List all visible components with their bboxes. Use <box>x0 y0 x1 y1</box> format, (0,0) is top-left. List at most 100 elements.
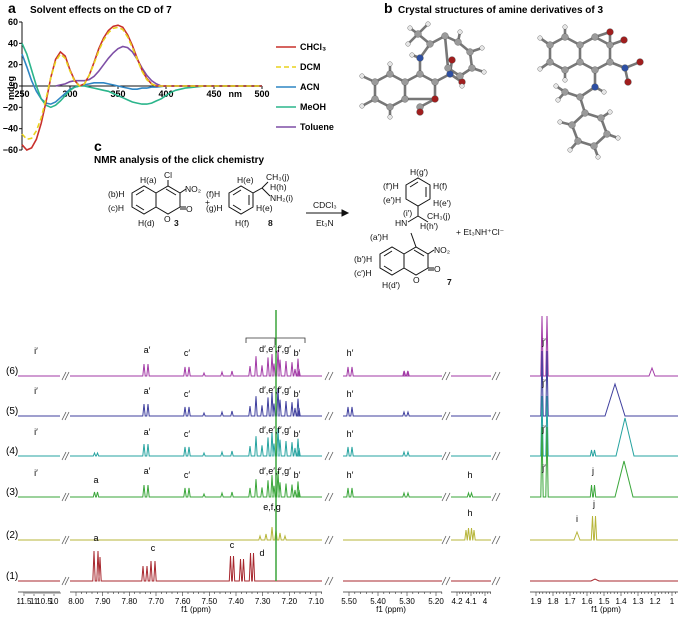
nmr-peak-label: c <box>151 543 156 553</box>
nmr-peak-label: d′,e′,f′,g′ <box>259 385 291 395</box>
nmr-axis-tick-label: 7.50 <box>202 597 218 606</box>
nmr-spectrum-6 <box>18 550 678 582</box>
nmr-spectrum-4 <box>18 426 678 498</box>
crystal-atom <box>416 108 424 116</box>
nmr-peak-label: i′ <box>34 468 38 478</box>
compound-8-amine-bond <box>261 187 271 197</box>
compound-7-number: 7 <box>447 277 452 287</box>
c7-label-c: (c′)H <box>354 268 372 278</box>
crystal-atom <box>457 29 463 35</box>
crystal-atom <box>446 70 454 78</box>
crystal-atom <box>537 66 543 72</box>
c7-label-i: (i′) <box>403 208 412 218</box>
axis-break-mark <box>491 371 497 381</box>
compound-7-double-bond <box>383 265 393 272</box>
axis-break-mark <box>441 535 447 545</box>
nmr-peak-label: b′ <box>294 470 301 480</box>
compound-8-methyl-bond <box>261 181 269 189</box>
crystal-structure-1 <box>359 21 487 120</box>
crystal-atom <box>537 35 543 41</box>
axis-break-mark <box>491 535 497 545</box>
crystal-atom <box>561 66 569 74</box>
c3-label-cl: Cl <box>164 170 172 180</box>
cd-y-tick-label: −40 <box>3 124 18 134</box>
crystal-atom <box>591 83 599 91</box>
cd-x-axis-label: nm <box>229 89 243 99</box>
axis-break-mark <box>328 535 334 545</box>
nmr-axis-tick-label: 5.20 <box>428 597 444 606</box>
crystal-atom <box>401 78 409 86</box>
nmr-trace-label: (6) <box>6 366 18 377</box>
c7-carbonyl-o: O <box>434 264 441 274</box>
compound-3-no2-bond <box>179 188 187 194</box>
nmr-peak-label: h <box>467 508 472 518</box>
crystal-atom <box>606 28 614 36</box>
axis-break-mark <box>495 451 501 461</box>
c7-label-g: H(g′) <box>410 167 428 177</box>
nmr-axis-tick-label: 1 <box>670 597 675 606</box>
crystal-atom <box>431 78 439 86</box>
axis-break-mark <box>491 576 497 586</box>
plus-sign: + <box>205 197 210 207</box>
nmr-peak-label: h′ <box>347 348 354 358</box>
c8-label-h: H(h) <box>270 182 287 192</box>
c8-label-g: (g)H <box>206 203 223 213</box>
nmr-axis-tick-label: 5.50 <box>341 597 357 606</box>
c8-label-f1: (f)H <box>206 189 220 199</box>
crystal-atom <box>624 78 632 86</box>
crystal-atom <box>386 103 394 111</box>
axis-break-mark <box>61 371 67 381</box>
cd-y-tick-label: 0 <box>13 81 18 91</box>
compound-3-double-bond <box>135 189 145 196</box>
c7-label-no2: NO₂ <box>434 245 450 255</box>
crystal-atom <box>456 72 464 80</box>
c7-label-f1: (f′)H <box>383 181 399 191</box>
nmr-trace-label: (3) <box>6 487 18 498</box>
crystal-atom <box>561 88 569 96</box>
crystal-atom <box>386 70 394 78</box>
axis-break-mark <box>64 535 70 545</box>
panel-a-letter: a <box>8 0 16 16</box>
axis-break-mark <box>64 492 70 502</box>
axis-break-mark <box>324 576 330 586</box>
c7-label-ch3: CH₃(j) <box>427 211 450 221</box>
compound-7-methyl-bond <box>417 215 429 223</box>
crystal-atom <box>553 83 559 89</box>
nmr-axis-tick-label: 7.10 <box>308 597 324 606</box>
crystal-atom <box>621 64 629 72</box>
nmr-axis-tick-label: 7.20 <box>282 597 298 606</box>
nmr-axis-tick-label: 11.5 <box>17 597 33 606</box>
axis-break-mark <box>495 371 501 381</box>
crystal-atom <box>562 24 568 30</box>
crystal-atom <box>576 41 584 49</box>
axis-break-mark <box>445 411 451 421</box>
c3-label-no2: NO₂ <box>185 184 201 194</box>
nmr-axis-tick-label: 10 <box>50 597 59 606</box>
c3-label-a: H(a) <box>140 175 157 185</box>
nmr-peak-label: d′,e′,f′,g′ <box>259 344 291 354</box>
crystal-atom <box>546 58 554 66</box>
compound-7-double-bond <box>413 249 425 257</box>
cd-series-3-line <box>21 53 262 105</box>
nmr-x-axis-label: f1 (ppm) <box>181 605 211 614</box>
c3-carbonyl-o: O <box>186 204 193 214</box>
reagent-base: Et₃N <box>316 218 334 228</box>
crystal-atom <box>416 70 424 78</box>
axis-break-mark <box>324 411 330 421</box>
crystal-atom <box>371 78 379 86</box>
nmr-peak-label: i′ <box>34 386 38 396</box>
cd-legend: CHCl₃ DCM ACN MeOH Toluene <box>276 42 334 132</box>
axis-break-mark <box>445 492 451 502</box>
byproduct-salt: + Et₃NH⁺Cl⁻ <box>456 227 505 237</box>
compound-8-double-bond <box>232 189 242 196</box>
crystal-atom <box>479 45 485 51</box>
nmr-peak-label: c′ <box>184 389 191 399</box>
crystal-atom <box>459 83 465 89</box>
axis-break-mark <box>495 576 501 586</box>
c8-label-f2: H(f) <box>235 218 249 228</box>
nmr-axis-tick-label: 7.70 <box>148 597 164 606</box>
legend-entry: DCM <box>300 62 321 72</box>
axis-break-mark <box>328 371 334 381</box>
legend-entry: CHCl₃ <box>300 42 326 52</box>
nmr-x-axis-label: f1 (ppm) <box>591 605 621 614</box>
